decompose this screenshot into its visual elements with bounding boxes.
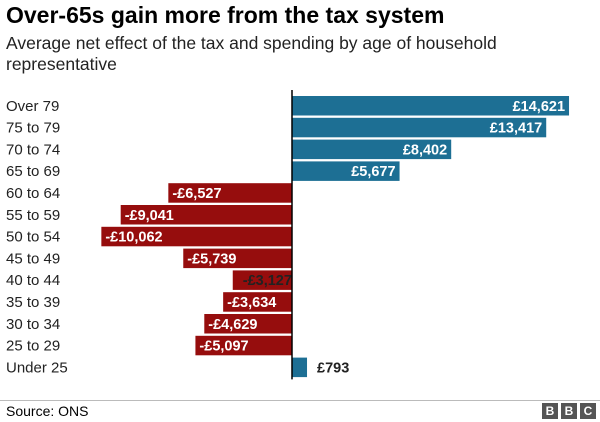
category-label: 45 to 49 xyxy=(6,250,60,267)
data-label: -£4,629 xyxy=(208,317,257,333)
category-label: Under 25 xyxy=(6,359,68,376)
bbc-logo-letter: B xyxy=(542,403,558,419)
bar xyxy=(232,270,292,290)
data-label: -£6,527 xyxy=(172,186,221,202)
chart-subtitle: Average net effect of the tax and spendi… xyxy=(6,33,497,74)
data-label: £5,677 xyxy=(351,164,395,180)
chart-title: Over-65s gain more from the tax system xyxy=(6,2,445,28)
category-label: 70 to 74 xyxy=(6,141,60,158)
category-label: 40 to 44 xyxy=(6,272,60,289)
bar xyxy=(168,183,292,203)
category-label: 65 to 69 xyxy=(6,163,60,180)
bar xyxy=(292,96,570,116)
data-label: -£5,097 xyxy=(199,339,248,355)
bar xyxy=(292,161,400,181)
bbc-logo-letter: B xyxy=(561,403,577,419)
data-label: -£10,062 xyxy=(105,230,162,246)
data-label: -£5,739 xyxy=(187,251,236,267)
bar xyxy=(120,205,292,225)
data-label: -£9,041 xyxy=(125,208,174,224)
bbc-logo-letter: C xyxy=(580,403,596,419)
bar xyxy=(292,117,547,138)
bar xyxy=(223,292,292,312)
bar xyxy=(195,335,292,356)
category-label: 50 to 54 xyxy=(6,229,60,246)
footer-divider xyxy=(0,400,600,401)
category-label: 25 to 29 xyxy=(6,338,60,355)
data-label: £793 xyxy=(317,360,349,376)
data-label: £8,402 xyxy=(403,142,447,158)
bar xyxy=(292,139,452,160)
category-label: 60 to 64 xyxy=(6,185,60,202)
bar xyxy=(292,357,308,378)
data-label: £13,417 xyxy=(490,121,542,137)
data-label: £14,621 xyxy=(513,99,565,115)
category-label: 30 to 34 xyxy=(6,316,60,333)
bar xyxy=(183,248,292,269)
category-label: 75 to 79 xyxy=(6,120,60,137)
category-label: 35 to 39 xyxy=(6,294,60,311)
data-label: -£3,127 xyxy=(243,273,292,289)
bar-chart: Over 79 £14,621 75 to 79 £13,417 70 to 74 £8,… xyxy=(6,90,570,380)
data-label: -£3,634 xyxy=(227,295,276,311)
bar xyxy=(101,226,292,247)
source-note: Source: ONS xyxy=(6,403,89,419)
bbc-logo: B B C xyxy=(542,403,596,419)
bar xyxy=(204,314,292,334)
category-label: 55 to 59 xyxy=(6,207,60,224)
category-label: Over 79 xyxy=(6,98,59,115)
